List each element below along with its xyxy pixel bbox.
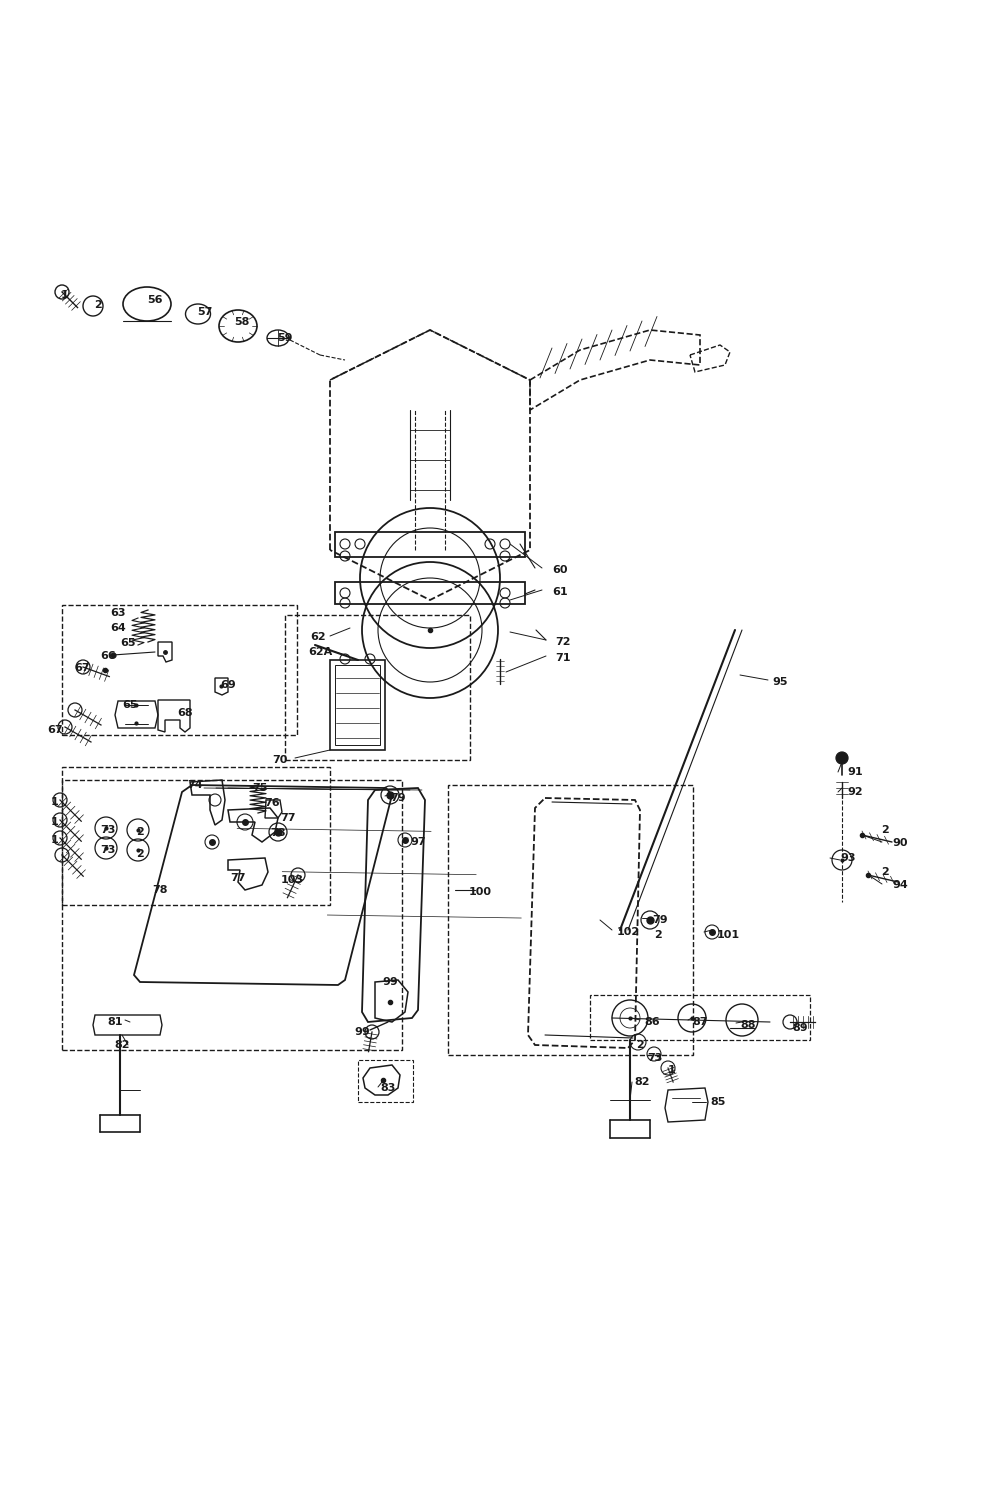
Text: 68: 68 [177, 708, 193, 718]
Text: 62: 62 [310, 632, 326, 642]
Text: 101: 101 [716, 930, 740, 940]
Bar [62, 766, 330, 904]
Text: 1: 1 [61, 290, 69, 300]
Text: 59: 59 [277, 333, 293, 344]
Text: 61: 61 [552, 586, 568, 597]
Circle shape [661, 1060, 675, 1076]
Text: 87: 87 [692, 1017, 708, 1028]
Text: 69: 69 [220, 680, 236, 690]
Text: 2: 2 [636, 1040, 644, 1050]
Bar [330, 660, 385, 750]
Text: 94: 94 [892, 880, 908, 890]
Bar [285, 615, 470, 760]
Text: 99: 99 [354, 1028, 370, 1036]
Text: 81: 81 [107, 1017, 123, 1028]
Text: 90: 90 [892, 839, 908, 848]
Text: 88: 88 [740, 1020, 756, 1031]
Text: 56: 56 [147, 296, 163, 304]
Circle shape [53, 813, 67, 826]
Text: 91: 91 [847, 766, 863, 777]
Circle shape [76, 660, 90, 674]
Circle shape [68, 704, 82, 717]
Bar [62, 604, 297, 735]
Text: 77: 77 [230, 873, 246, 883]
Text: 66: 66 [100, 651, 116, 662]
Text: 92: 92 [847, 788, 863, 796]
Circle shape [58, 720, 72, 734]
Bar [335, 582, 525, 604]
Bar [335, 532, 525, 556]
Text: 2: 2 [654, 930, 662, 940]
Text: 2: 2 [136, 849, 144, 859]
Text: 1: 1 [51, 818, 59, 827]
Text: 67: 67 [74, 663, 90, 674]
Circle shape [783, 1016, 797, 1029]
Text: 72: 72 [555, 638, 571, 646]
Text: 73: 73 [100, 844, 116, 855]
Text: 82: 82 [634, 1077, 650, 1088]
Circle shape [53, 831, 67, 844]
Text: 70: 70 [272, 754, 288, 765]
Bar [62, 780, 402, 1050]
Text: 86: 86 [644, 1017, 660, 1028]
Text: 99: 99 [382, 976, 398, 987]
Text: 62A: 62A [308, 646, 332, 657]
Text: 63: 63 [110, 608, 126, 618]
Text: 65: 65 [120, 638, 136, 648]
Text: 97: 97 [410, 837, 426, 848]
Bar [590, 994, 810, 1039]
Circle shape [55, 847, 69, 862]
Circle shape [291, 868, 305, 882]
Bar [358, 1060, 413, 1102]
Text: 73: 73 [647, 1053, 663, 1064]
Text: 2: 2 [94, 300, 102, 310]
Text: 57: 57 [197, 308, 213, 316]
Text: 58: 58 [234, 316, 250, 327]
Text: 2: 2 [881, 867, 889, 877]
Circle shape [365, 1024, 379, 1039]
Text: 85: 85 [710, 1096, 726, 1107]
Text: 93: 93 [840, 853, 856, 862]
Text: 76: 76 [264, 798, 280, 808]
Text: 95: 95 [772, 676, 788, 687]
Text: 67: 67 [47, 724, 63, 735]
Text: 64: 64 [110, 622, 126, 633]
Text: 2: 2 [136, 827, 144, 837]
Text: 1: 1 [51, 836, 59, 844]
Text: 65: 65 [122, 700, 138, 709]
Circle shape [55, 285, 69, 298]
Text: 79: 79 [652, 915, 668, 926]
Bar [448, 784, 693, 1054]
Text: 60: 60 [552, 566, 568, 574]
Text: 103: 103 [280, 874, 304, 885]
Text: 74: 74 [187, 780, 203, 790]
Text: 100: 100 [468, 886, 492, 897]
Text: 1: 1 [668, 1065, 676, 1076]
Text: 82: 82 [114, 1040, 130, 1050]
Text: 102: 102 [616, 927, 640, 938]
Text: 89: 89 [792, 1023, 808, 1034]
Bar [335, 664, 380, 746]
Text: 2: 2 [881, 825, 889, 836]
Circle shape [836, 752, 848, 764]
Text: 78: 78 [152, 885, 168, 896]
Text: 71: 71 [555, 652, 571, 663]
Text: 78: 78 [270, 828, 286, 839]
Text: 79: 79 [390, 794, 406, 802]
Text: 83: 83 [380, 1083, 396, 1094]
Text: 1: 1 [51, 796, 59, 807]
Text: 77: 77 [280, 813, 296, 824]
Text: 75: 75 [252, 783, 268, 794]
Text: 73: 73 [100, 825, 116, 836]
Circle shape [53, 794, 67, 807]
